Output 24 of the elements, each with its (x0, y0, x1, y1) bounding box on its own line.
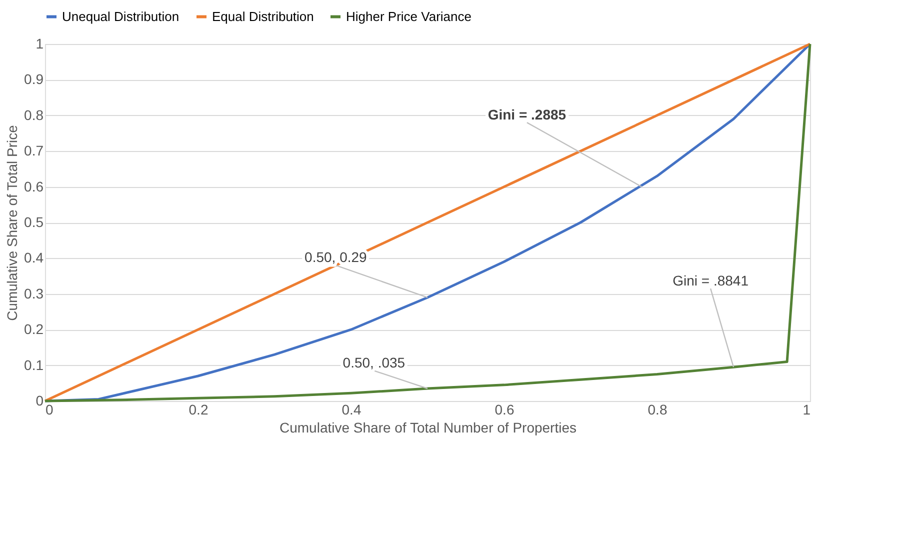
y-tick-label: 0.8 (24, 106, 44, 123)
y-tick-label: 0.2 (24, 321, 44, 338)
x-tick-label: 0.8 (648, 402, 668, 418)
annotation: Gini = .2885 (488, 106, 566, 122)
annotation: Gini = .8841 (672, 272, 749, 288)
x-tick-label: 0.2 (188, 402, 208, 418)
y-tick-label: 0.6 (24, 178, 44, 194)
annotation: 0.50, .035 (342, 354, 406, 371)
legend-label: Equal Distribution (212, 8, 314, 24)
y-tick-label: 1 (36, 36, 44, 52)
y-tick-label: 0.1 (24, 356, 44, 373)
x-tick-label: 0.4 (342, 402, 362, 418)
y-tick-label: 0.4 (24, 250, 44, 266)
y-tick-label: 0.5 (24, 214, 44, 230)
y-tick-label: 0.3 (24, 285, 44, 302)
legend-label: Unequal Distribution (62, 8, 180, 24)
y-axis-title: Cumulative Share of Total Price (4, 124, 20, 321)
y-tick-label: 0.9 (24, 71, 44, 88)
y-tick-label: 0.7 (24, 142, 44, 159)
x-tick-label: 1 (802, 402, 811, 418)
x-axis-title: Cumulative Share of Total Number of Properties (280, 420, 576, 436)
legend-label: Higher Price Variance (346, 8, 472, 24)
line-series (44, 42, 812, 402)
x-tick-label: 0.6 (494, 402, 514, 418)
